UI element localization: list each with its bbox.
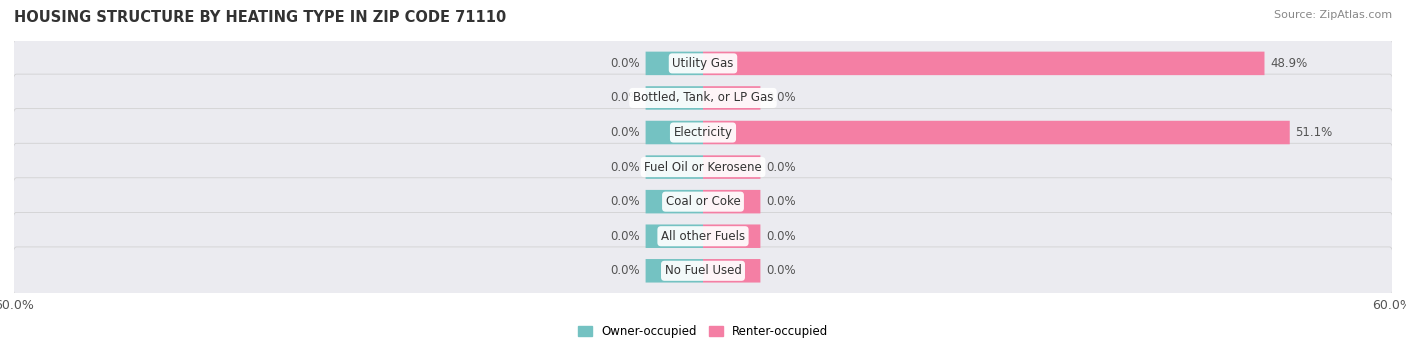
Text: Source: ZipAtlas.com: Source: ZipAtlas.com bbox=[1274, 10, 1392, 20]
Text: 0.0%: 0.0% bbox=[610, 230, 640, 243]
FancyBboxPatch shape bbox=[13, 178, 1393, 225]
Text: Fuel Oil or Kerosene: Fuel Oil or Kerosene bbox=[644, 161, 762, 174]
Text: Bottled, Tank, or LP Gas: Bottled, Tank, or LP Gas bbox=[633, 91, 773, 104]
Text: 0.0%: 0.0% bbox=[766, 161, 796, 174]
Text: 0.0%: 0.0% bbox=[610, 161, 640, 174]
FancyBboxPatch shape bbox=[645, 155, 703, 179]
FancyBboxPatch shape bbox=[645, 86, 703, 110]
Text: All other Fuels: All other Fuels bbox=[661, 230, 745, 243]
FancyBboxPatch shape bbox=[703, 224, 761, 248]
Text: Coal or Coke: Coal or Coke bbox=[665, 195, 741, 208]
FancyBboxPatch shape bbox=[645, 224, 703, 248]
Text: 0.0%: 0.0% bbox=[766, 264, 796, 277]
FancyBboxPatch shape bbox=[645, 190, 703, 213]
Text: No Fuel Used: No Fuel Used bbox=[665, 264, 741, 277]
Text: Electricity: Electricity bbox=[673, 126, 733, 139]
FancyBboxPatch shape bbox=[13, 40, 1393, 87]
FancyBboxPatch shape bbox=[645, 121, 703, 144]
Legend: Owner-occupied, Renter-occupied: Owner-occupied, Renter-occupied bbox=[572, 321, 834, 341]
Text: 0.0%: 0.0% bbox=[766, 91, 796, 104]
FancyBboxPatch shape bbox=[645, 259, 703, 283]
Text: 0.0%: 0.0% bbox=[610, 91, 640, 104]
Text: HOUSING STRUCTURE BY HEATING TYPE IN ZIP CODE 71110: HOUSING STRUCTURE BY HEATING TYPE IN ZIP… bbox=[14, 10, 506, 25]
Text: 0.0%: 0.0% bbox=[610, 57, 640, 70]
Text: 0.0%: 0.0% bbox=[610, 195, 640, 208]
Text: 48.9%: 48.9% bbox=[1270, 57, 1308, 70]
FancyBboxPatch shape bbox=[703, 121, 1289, 144]
FancyBboxPatch shape bbox=[13, 212, 1393, 260]
FancyBboxPatch shape bbox=[703, 86, 761, 110]
FancyBboxPatch shape bbox=[13, 143, 1393, 191]
Text: 0.0%: 0.0% bbox=[610, 126, 640, 139]
FancyBboxPatch shape bbox=[13, 74, 1393, 122]
Text: Utility Gas: Utility Gas bbox=[672, 57, 734, 70]
Text: 0.0%: 0.0% bbox=[610, 264, 640, 277]
FancyBboxPatch shape bbox=[13, 247, 1393, 295]
FancyBboxPatch shape bbox=[703, 51, 1264, 75]
FancyBboxPatch shape bbox=[703, 259, 761, 283]
FancyBboxPatch shape bbox=[703, 155, 761, 179]
FancyBboxPatch shape bbox=[645, 51, 703, 75]
FancyBboxPatch shape bbox=[13, 109, 1393, 157]
Text: 0.0%: 0.0% bbox=[766, 230, 796, 243]
FancyBboxPatch shape bbox=[703, 190, 761, 213]
Text: 0.0%: 0.0% bbox=[766, 195, 796, 208]
Text: 51.1%: 51.1% bbox=[1295, 126, 1333, 139]
